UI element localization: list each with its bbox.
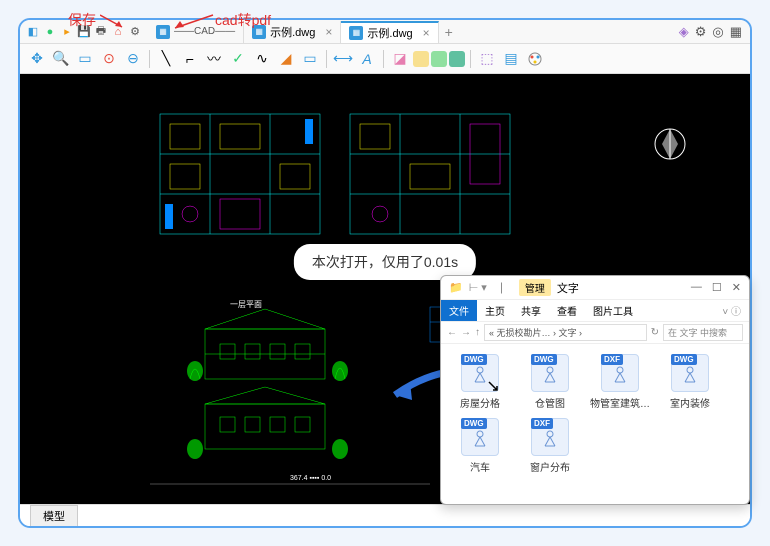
file-name: 房屋分格 <box>447 395 513 410</box>
help-icon[interactable]: ˅ ⓘ <box>714 303 749 318</box>
file-icon: DWG <box>461 418 499 456</box>
search-input[interactable]: 在 文字 中搜索 <box>663 324 743 341</box>
app-icon[interactable]: ◧ <box>26 25 40 39</box>
ribbon-home-tab[interactable]: 主页 <box>477 300 513 321</box>
main-toolbar: ✥ 🔍 ▭ ⊙ ⊖ ╲ ⌐ 〰 ✓ ∿ ◢ ▭ ⟷ A ◪ ⬚ ▤ <box>20 44 750 74</box>
bottom-tab-bar: 模型 <box>20 504 750 526</box>
pdf-annotation: cad转pdf <box>215 10 271 30</box>
dimension-tool[interactable]: ⟷ <box>332 48 354 70</box>
check-tool[interactable]: ✓ <box>227 48 249 70</box>
view-cube[interactable]: ⬚ <box>476 48 498 70</box>
file-icon: DWG <box>671 354 709 392</box>
save-annotation: 保存 <box>68 10 96 30</box>
file-item[interactable]: DWG 汽车 <box>447 418 513 474</box>
file-name: 物管室建筑… <box>587 395 653 410</box>
add-tab-icon[interactable]: + <box>445 24 453 40</box>
home-icon[interactable]: ⚙ <box>128 25 142 39</box>
file-item[interactable]: DWG 室内装修 <box>657 354 723 410</box>
compass-symbol: ↓ <box>650 124 690 164</box>
explorer-ribbon: 文件 主页 共享 查看 图片工具 ˅ ⓘ <box>441 300 749 322</box>
maximize-button[interactable]: ☐ <box>712 281 722 294</box>
explorer-file-grid: DWG 房屋分格 DWG 仓管图 DXF 物管室建筑… DWG 室内 <box>441 344 749 504</box>
file-icon: DWG <box>461 354 499 392</box>
palette-tool[interactable] <box>524 48 546 70</box>
zoom-out-tool[interactable]: ⊖ <box>122 48 144 70</box>
ribbon-file-tab[interactable]: 文件 <box>441 300 477 321</box>
target-icon[interactable]: ◎ <box>712 24 723 40</box>
model-tab[interactable]: 模型 <box>30 505 78 527</box>
dim-line: 367.4 ▪▪▪▪ 0.0 <box>150 470 430 486</box>
zoom-rect-tool[interactable]: ▭ <box>74 48 96 70</box>
polyline-tool[interactable]: ⌐ <box>179 48 201 70</box>
text-tool[interactable]: A <box>356 48 378 70</box>
elevation-drawings: 一层平面 <box>185 299 395 459</box>
file-explorer-window: 📁 ⊢ ▾ ｜ 管理 文字 — ☐ ✕ 文件 主页 共享 查看 图片工具 ˅ ⓘ… <box>440 275 750 505</box>
new-icon[interactable]: ● <box>43 25 57 39</box>
file-item[interactable]: DWG 仓管图 <box>517 354 583 410</box>
file-item[interactable]: DWG 房屋分格 <box>447 354 513 410</box>
swatch-1[interactable] <box>413 51 429 67</box>
rect-tool[interactable]: ▭ <box>299 48 321 70</box>
tab-label: 示例.dwg <box>367 25 412 41</box>
ribbon-share-tab[interactable]: 共享 <box>513 300 549 321</box>
pdf-arrow <box>170 12 215 32</box>
swatch-2[interactable] <box>431 51 447 67</box>
tab-file-2[interactable]: ▦ 示例.dwg × <box>341 21 438 43</box>
up-button[interactable]: ↑ <box>475 327 480 338</box>
refresh-icon[interactable]: ↻ <box>651 327 659 338</box>
shape-tool[interactable]: ◢ <box>275 48 297 70</box>
file-item[interactable]: DXF 物管室建筑… <box>587 354 653 410</box>
minimize-button[interactable]: — <box>691 281 702 294</box>
back-button[interactable]: ← <box>447 327 457 338</box>
save-arrow <box>100 12 130 32</box>
explorer-titlebar[interactable]: 📁 ⊢ ▾ ｜ 管理 文字 — ☐ ✕ <box>441 276 749 300</box>
folder-icon: 📁 <box>449 281 463 294</box>
manage-badge: 管理 <box>519 279 551 296</box>
file-name: 室内装修 <box>657 395 723 410</box>
file-icon: DXF <box>531 418 569 456</box>
pan-tool[interactable]: ✥ <box>26 48 48 70</box>
arc-tool[interactable]: 〰 <box>203 48 225 70</box>
line-tool[interactable]: ╲ <box>155 48 177 70</box>
ribbon-imgtools-tab[interactable]: 图片工具 <box>585 300 641 321</box>
zoom-window-tool[interactable]: 🔍 <box>50 48 72 70</box>
tab-close-icon[interactable]: × <box>325 25 332 39</box>
floorplan-1 <box>150 104 530 254</box>
forward-button[interactable]: → <box>461 327 471 338</box>
eraser-tool[interactable]: ◪ <box>389 48 411 70</box>
curve-tool[interactable]: ∿ <box>251 48 273 70</box>
cube-icon[interactable]: ◈ <box>679 24 689 40</box>
window-right-icons: ◈ ⚙ ◎ ▦ <box>679 24 750 40</box>
layers-tool[interactable]: ▤ <box>500 48 522 70</box>
file-name: 仓管图 <box>517 395 583 410</box>
tab-doc-icon: ▦ <box>349 26 363 40</box>
grid-icon[interactable]: ▦ <box>730 24 742 40</box>
tab-doc-icon: ▦ <box>156 25 170 39</box>
file-name: 汽车 <box>447 459 513 474</box>
svg-text:367.4 ▪▪▪▪ 0.0: 367.4 ▪▪▪▪ 0.0 <box>290 475 331 482</box>
gear-icon[interactable]: ⚙ <box>695 24 707 40</box>
swatch-3[interactable] <box>449 51 465 67</box>
svg-text:一层平面: 一层平面 <box>230 300 262 309</box>
file-icon: DXF <box>601 354 639 392</box>
ribbon-view-tab[interactable]: 查看 <box>549 300 585 321</box>
tab-close-icon[interactable]: × <box>423 26 430 40</box>
zoom-sel-tool[interactable]: ⊙ <box>98 48 120 70</box>
explorer-title: 文字 <box>557 280 579 296</box>
file-item[interactable]: DXF 窗户分布 <box>517 418 583 474</box>
tab-label: 示例.dwg <box>270 24 315 40</box>
close-button[interactable]: ✕ <box>732 281 741 294</box>
file-icon: DWG <box>531 354 569 392</box>
file-name: 窗户分布 <box>517 459 583 474</box>
address-input[interactable]: « 无损校勘片… › 文字 › <box>484 324 647 341</box>
explorer-address-bar: ← → ↑ « 无损校勘片… › 文字 › ↻ 在 文字 中搜索 <box>441 322 749 344</box>
